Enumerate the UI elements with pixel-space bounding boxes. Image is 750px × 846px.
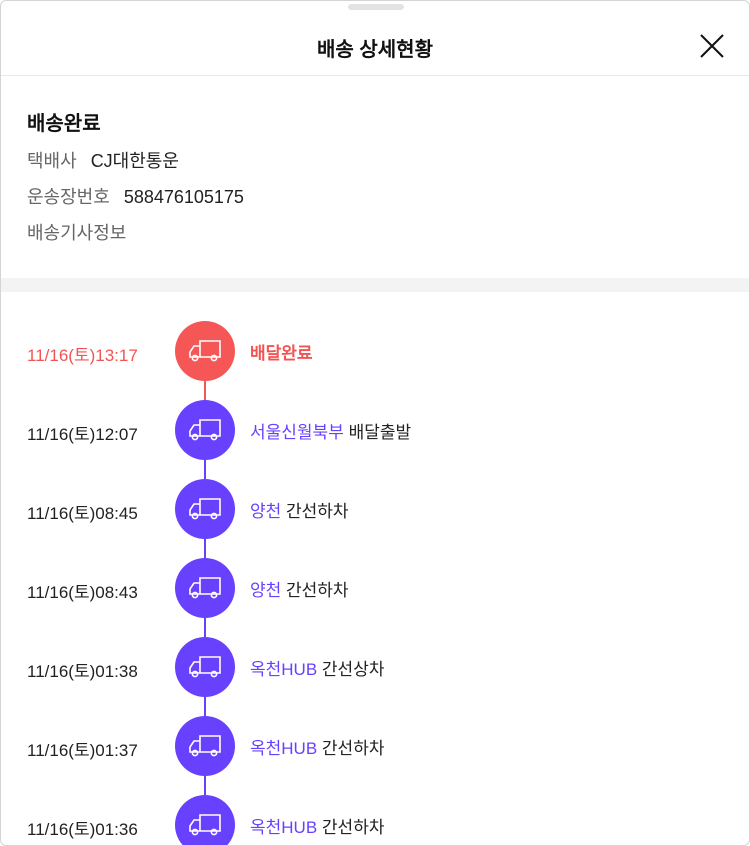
event-time: 11/16(토)12:07 [27,425,138,444]
timeline-connector [204,776,206,795]
delivery-summary: 배송완료 택배사 CJ대한통운 운송장번호 588476105175 배송기사정보 [27,107,244,258]
close-button[interactable] [697,31,727,61]
timeline-event: 11/16(토)01:36 옥천HUB 간선하차 [1,795,749,845]
event-marker [175,558,235,618]
truck-icon [189,498,221,520]
section-divider [1,278,749,292]
event-marker [175,637,235,697]
truck-icon [189,735,221,757]
tracking-row: 운송장번호 588476105175 [27,186,244,222]
event-time: 11/16(토)08:43 [27,583,138,602]
timeline-event: 11/16(토)12:07 서울신월북부 배달출발 [1,400,749,479]
delivery-status: 배송완료 [27,113,101,135]
event-description: 양천 간선하차 [250,576,349,601]
timeline-event: 11/16(토)01:37 옥천HUB 간선하차 [1,716,749,795]
event-marker [175,400,235,460]
event-action: 배달출발 [348,423,412,442]
event-description: 배달완료 [250,339,313,364]
event-marker [175,479,235,539]
carrier-row: 택배사 CJ대한통운 [27,150,244,186]
timeline-event: 11/16(토)08:45 양천 간선하차 [1,479,749,558]
truck-icon [189,656,221,678]
event-description: 옥천HUB 간선하차 [250,813,384,838]
event-marker [175,321,235,381]
event-action: 간선하차 [286,581,349,600]
event-action: 간선하차 [321,818,385,837]
timeline-connector [204,381,206,400]
event-time: 11/16(토)01:36 [27,820,138,839]
timeline-connector [204,618,206,637]
page-title: 배송 상세현황 [317,39,433,61]
event-location: 서울신월북부 [250,423,344,442]
event-marker [175,716,235,776]
event-location: 양천 [250,502,282,521]
event-location: 옥천HUB [250,660,318,679]
truck-icon [189,340,221,362]
event-time: 11/16(토)13:17 [27,346,138,365]
drag-handle[interactable] [348,4,404,10]
event-location: 옥천HUB [250,818,318,837]
truck-icon [189,577,221,599]
event-description: 서울신월북부 배달출발 [250,418,411,443]
timeline-connector [204,697,206,716]
event-action: 간선하차 [286,502,349,521]
event-time: 11/16(토)08:45 [27,504,138,523]
driver-info-row[interactable]: 배송기사정보 [27,222,244,258]
event-description: 양천 간선하차 [250,497,349,522]
event-description: 옥천HUB 간선하차 [250,734,384,759]
driver-info-link[interactable]: 배송기사정보 [27,223,127,243]
event-action: 배달완료 [250,344,313,363]
event-marker [175,795,235,845]
timeline-event: 11/16(토)01:38 옥천HUB 간선상차 [1,637,749,716]
truck-icon [189,419,221,441]
truck-icon [189,814,221,836]
event-action: 간선상차 [321,660,385,679]
timeline-event: 11/16(토)08:43 양천 간선하차 [1,558,749,637]
event-time: 11/16(토)01:37 [27,741,138,760]
timeline-connector [204,460,206,479]
event-location: 양천 [250,581,282,600]
event-time: 11/16(토)01:38 [27,662,138,681]
timeline-connector [204,539,206,558]
tracking-number: 588476105175 [123,187,244,207]
tracking-label: 운송장번호 [27,187,110,207]
carrier-value: CJ대한통운 [90,151,179,171]
carrier-label: 택배사 [27,151,77,171]
timeline-event: 11/16(토)13:17 배달완료 [1,321,749,400]
event-location: 옥천HUB [250,739,318,758]
event-action: 간선하차 [321,739,385,758]
close-icon [700,34,724,58]
header: 배송 상세현황 [1,1,749,76]
event-description: 옥천HUB 간선상차 [250,655,384,680]
